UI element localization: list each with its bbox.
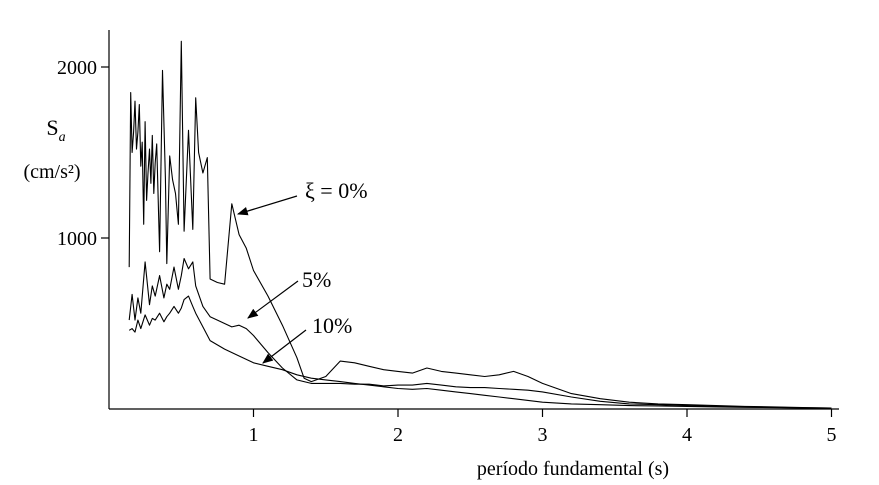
series-group xyxy=(128,40,832,409)
x-axis-label: período fundamental (s) xyxy=(477,458,669,480)
axes xyxy=(108,30,839,410)
y-axis-symbol: Sa xyxy=(46,115,65,145)
annotation-xi5: 5% xyxy=(302,267,331,292)
series-line-2 xyxy=(128,295,832,409)
x-tick-label: 5 xyxy=(827,424,837,446)
x-tick-label: 3 xyxy=(538,424,548,446)
series-line-0 xyxy=(128,40,832,409)
y-tick-label: 1000 xyxy=(57,228,97,250)
y-tick-label: 2000 xyxy=(57,57,97,79)
annotation-xi10: 10% xyxy=(312,313,352,338)
ticks: 1 2 3 4 5 1000 2000 xyxy=(57,57,837,446)
annotation-xi0: ξ = 0% xyxy=(305,178,368,203)
x-tick-label: 2 xyxy=(393,424,403,446)
y-axis-unit: (cm/s²) xyxy=(23,161,80,183)
y-axis-symbol-text: S xyxy=(46,115,58,140)
annotation-arrow-xi10 xyxy=(262,329,307,364)
series-line-1 xyxy=(128,257,832,409)
annotation-arrow-xi0 xyxy=(236,195,298,216)
y-axis-subscript: a xyxy=(59,130,66,145)
annotation-arrow-xi5 xyxy=(247,280,299,319)
x-tick-label: 4 xyxy=(682,424,692,446)
x-tick-label: 1 xyxy=(249,424,259,446)
annotations: ξ = 0% 5% 10% xyxy=(236,178,368,364)
